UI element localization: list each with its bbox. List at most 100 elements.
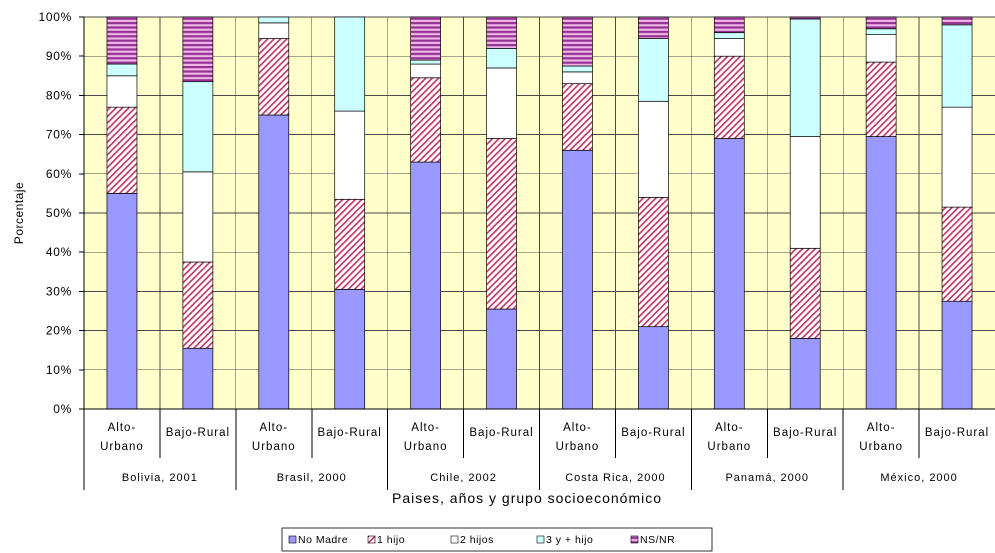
group-label: México, 2000 <box>880 472 957 484</box>
bar-segment-3-y-hijo <box>865 28 897 35</box>
legend: No Madre 1 hijo 2 hijos 3 y + hijo NS/NR <box>281 527 713 552</box>
bar-segment-no-madre <box>941 300 973 410</box>
bar-segment-ns-nr <box>941 16 973 26</box>
bar-segment-ns-nr <box>562 16 593 67</box>
bar-segment-3-y-hijo <box>941 24 973 108</box>
bar-segment-3-y-hijo <box>106 63 138 77</box>
bar-segment-2-hijos <box>865 34 897 63</box>
bar-segment-1-hijo <box>182 261 214 349</box>
bar-segment-no-madre <box>562 149 593 410</box>
bar-segment-2-hijos <box>182 171 214 263</box>
bar-segment-1-hijo <box>258 38 290 116</box>
bar-segment-no-madre <box>789 338 821 410</box>
legend-item-2-hijos: 2 hijos <box>450 534 493 546</box>
bar-segment-1-hijo <box>638 196 669 328</box>
bar-segment-1-hijo <box>562 83 593 151</box>
category-label: Bajo-Rural <box>318 427 382 439</box>
category-label: Alto-Urbano <box>404 422 448 453</box>
category-label: Bajo-Rural <box>925 427 989 439</box>
bar-segment-3-y-hijo <box>410 59 441 65</box>
bar-segment-ns-nr <box>713 16 745 34</box>
bar-segment-3-y-hijo <box>562 65 593 73</box>
bar-segment-2-hijos <box>258 22 290 39</box>
legend-item-3-y-hijo: 3 y + hijo <box>536 534 593 546</box>
axes: 0% 10% 20% 30% 40% 50% 60% 70% 80% 90% 100% Alto-Ur… <box>39 10 995 490</box>
bar-segment-no-madre <box>258 114 290 410</box>
bar-segment-ns-nr <box>865 16 897 30</box>
category-label: Bajo-Rural <box>166 427 230 439</box>
bar-segment-ns-nr <box>106 16 138 65</box>
y-tick-label: 0% <box>53 402 72 416</box>
y-axis-title: Porcentaje <box>12 182 26 244</box>
bar-segment-ns-nr <box>789 16 821 20</box>
bar-segment-3-y-hijo <box>789 18 821 137</box>
bar-segment-1-hijo <box>486 138 517 310</box>
bar-segment-3-y-hijo <box>258 16 290 24</box>
y-tick-label: 50% <box>46 206 72 220</box>
bar-segment-no-madre <box>865 136 897 410</box>
legend-swatch-1-hijo <box>367 535 376 544</box>
bar-segment-2-hijos <box>334 110 366 200</box>
bar-segment-1-hijo <box>713 55 745 139</box>
bar-segment-1-hijo <box>106 106 138 194</box>
bar-segment-1-hijo <box>941 206 973 302</box>
category-label: Alto-Urbano <box>707 422 751 453</box>
bar-segment-3-y-hijo <box>713 32 745 39</box>
group-label: Panamá, 2000 <box>725 472 809 484</box>
legend-label-1-hijo: 1 hijo <box>377 534 405 546</box>
bar-segment-3-y-hijo <box>486 48 517 69</box>
bar-segment-ns-nr <box>486 16 517 49</box>
group-label: Bolivia, 2001 <box>122 472 198 484</box>
y-tick-label: 30% <box>46 284 72 298</box>
category-label: Alto-Urbano <box>859 422 903 453</box>
bar-segment-ns-nr <box>410 16 441 61</box>
legend-label-3-y-hijo: 3 y + hijo <box>546 534 593 546</box>
bar-segment-2-hijos <box>562 71 593 84</box>
y-tick-label: 20% <box>46 324 72 338</box>
bar-segment-no-madre <box>334 289 366 410</box>
bar-segment-3-y-hijo <box>182 81 214 173</box>
category-label: Alto-Urbano <box>252 422 296 453</box>
bar-segment-no-madre <box>410 161 441 410</box>
bar-segment-1-hijo <box>789 247 821 339</box>
y-tick-label: 40% <box>46 245 72 259</box>
legend-box <box>281 527 713 552</box>
y-tick-label: 90% <box>46 49 72 63</box>
y-tick-label: 100% <box>39 10 73 24</box>
y-tick-label: 80% <box>46 88 72 102</box>
category-label: Alto-Urbano <box>100 422 144 453</box>
legend-swatch-no-madre <box>288 535 297 544</box>
bar-segment-2-hijos <box>789 136 821 249</box>
legend-swatch-ns-nr <box>630 535 639 544</box>
category-label: Alto-Urbano <box>556 422 600 453</box>
category-label: Bajo-Rural <box>469 427 533 439</box>
legend-item-no-madre: No Madre <box>288 534 348 546</box>
legend-label-no-madre: No Madre <box>298 534 348 546</box>
bars <box>106 16 973 410</box>
bar-segment-no-madre <box>486 308 517 410</box>
bar-segment-ns-nr <box>638 16 669 39</box>
bar-segment-3-y-hijo <box>638 38 669 102</box>
group-label: Costa Rica, 2000 <box>565 472 665 484</box>
bar-segment-1-hijo <box>334 198 366 290</box>
bar-segment-2-hijos <box>638 100 669 198</box>
group-label: Chile, 2002 <box>430 472 497 484</box>
y-tick-label: 70% <box>46 128 72 142</box>
bar-segment-2-hijos <box>410 63 441 79</box>
legend-label-ns-nr: NS/NR <box>640 534 675 546</box>
bar-segment-2-hijos <box>486 67 517 139</box>
group-label: Brasil, 2000 <box>277 472 347 484</box>
bar-segment-no-madre <box>638 326 669 410</box>
bar-segment-1-hijo <box>865 61 897 137</box>
legend-item-1-hijo: 1 hijo <box>367 534 405 546</box>
bar-segment-no-madre <box>182 347 214 410</box>
category-label: Bajo-Rural <box>773 427 837 439</box>
bar-segment-1-hijo <box>410 77 441 163</box>
y-tick-label: 10% <box>46 363 72 377</box>
bar-segment-2-hijos <box>941 106 973 208</box>
bar-segment-2-hijos <box>713 38 745 57</box>
bar-segment-no-madre <box>106 193 138 410</box>
x-axis-title: Paises, años y grupo socioeconómico <box>392 490 662 506</box>
